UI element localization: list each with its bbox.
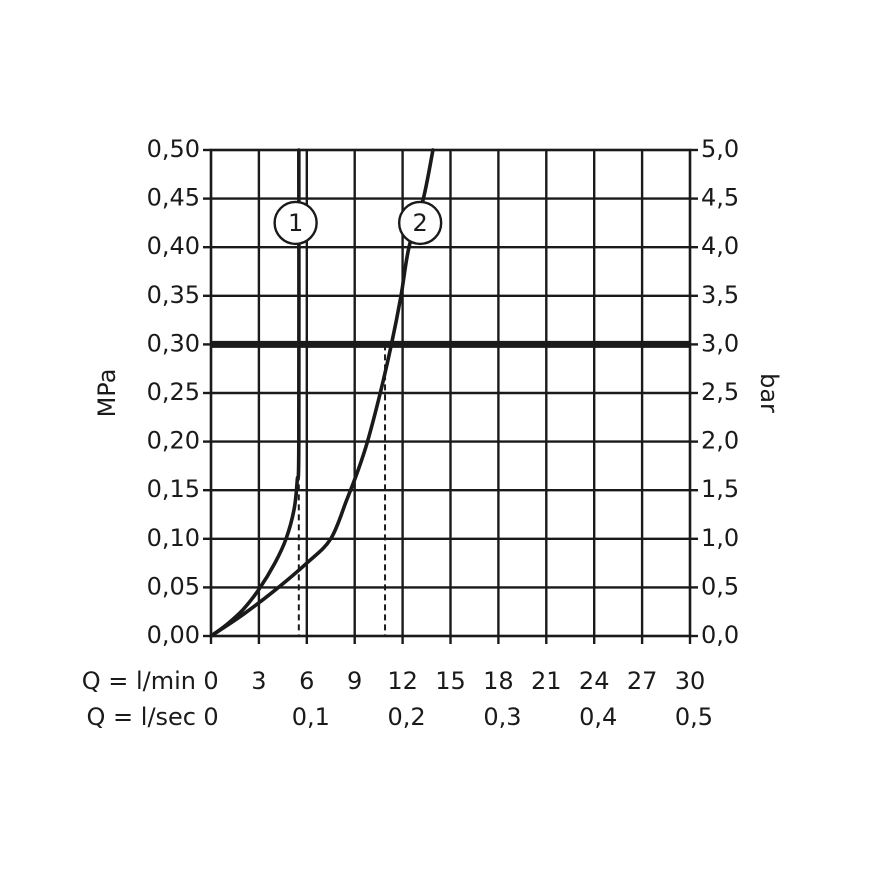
y-left-tick-label: 0,30 bbox=[147, 329, 200, 357]
y-left-tick-label: 0,45 bbox=[147, 184, 200, 212]
series-curve-1 bbox=[209, 148, 301, 638]
x-tick-label-lmin: 9 bbox=[347, 667, 362, 695]
series-marker-label-1: 1 bbox=[288, 209, 303, 237]
x-tick-label-lsec: 0 bbox=[203, 703, 218, 731]
y-right-tick-label: 3,5 bbox=[701, 281, 739, 309]
x-tick-label-lmin: 18 bbox=[483, 667, 514, 695]
plot-area-border bbox=[209, 148, 692, 638]
x-tick-label-lmin: 30 bbox=[675, 667, 706, 695]
x-tick-label-lmin: 15 bbox=[435, 667, 466, 695]
x-tick-label-lmin: 27 bbox=[627, 667, 658, 695]
y-right-tick-label: 4,0 bbox=[701, 232, 739, 260]
y-right-tick-label: 2,0 bbox=[701, 427, 739, 455]
y-right-tick-label: 1,0 bbox=[701, 524, 739, 552]
series-marker-circle-2 bbox=[397, 200, 443, 246]
y-left-tick-label: 0,25 bbox=[147, 378, 200, 406]
y-axis-right-title: bar bbox=[755, 373, 783, 413]
x-tick-label-lmin: 6 bbox=[299, 667, 314, 695]
x-axis-lmin-title: Q = l/min bbox=[82, 667, 196, 695]
x-tick-label-lmin: 24 bbox=[579, 667, 610, 695]
y-right-tick-label: 2,5 bbox=[701, 378, 739, 406]
series-marker-label-2: 2 bbox=[413, 209, 428, 237]
x-tick-label-lmin: 0 bbox=[203, 667, 218, 695]
y-axis-left-title: MPa bbox=[93, 369, 121, 418]
plot-frame bbox=[209, 148, 692, 638]
series-curve-2 bbox=[209, 148, 435, 638]
y-left-tick-label: 0,15 bbox=[147, 475, 200, 503]
x-tick-label-lmin: 12 bbox=[387, 667, 418, 695]
y-left-tick-label: 0,20 bbox=[147, 427, 200, 455]
x-tick-label-lsec: 0,1 bbox=[292, 703, 330, 731]
y-left-tick-label: 0,05 bbox=[147, 572, 200, 600]
curves bbox=[209, 148, 435, 638]
x-tick-label-lmin: 21 bbox=[531, 667, 562, 695]
y-right-tick-label: 0,0 bbox=[701, 621, 739, 649]
y-left-tick-label: 0,50 bbox=[147, 135, 200, 163]
series-marker-circle-1 bbox=[273, 200, 318, 246]
y-right-tick-label: 3,0 bbox=[701, 329, 739, 357]
y-left-tick-label: 0,40 bbox=[147, 232, 200, 260]
x-tick-label-lsec: 0,3 bbox=[483, 703, 521, 731]
y-right-tick-label: 1,5 bbox=[701, 475, 739, 503]
y-left-tick-label: 0,00 bbox=[147, 621, 200, 649]
y-right-tick-label: 4,5 bbox=[701, 184, 739, 212]
y-right-tick-label: 0,5 bbox=[701, 572, 739, 600]
x-tick-label-lsec: 0,4 bbox=[579, 703, 617, 731]
x-tick-label-lmin: 3 bbox=[251, 667, 266, 695]
tick-labels: 0 3 6 9 12 15 18 21 24 27 300 0,1 0,2 0,3 0,4 0,50,00 0,… bbox=[147, 135, 740, 731]
y-left-tick-label: 0,35 bbox=[147, 281, 200, 309]
x-axis-lsec-title: Q = l/sec bbox=[87, 703, 196, 731]
x-tick-label-lsec: 0,2 bbox=[388, 703, 426, 731]
y-left-tick-label: 0,10 bbox=[147, 524, 200, 552]
x-tick-label-lsec: 0,5 bbox=[675, 703, 713, 731]
drop-lines bbox=[297, 344, 387, 636]
y-right-tick-label: 5,0 bbox=[701, 135, 739, 163]
